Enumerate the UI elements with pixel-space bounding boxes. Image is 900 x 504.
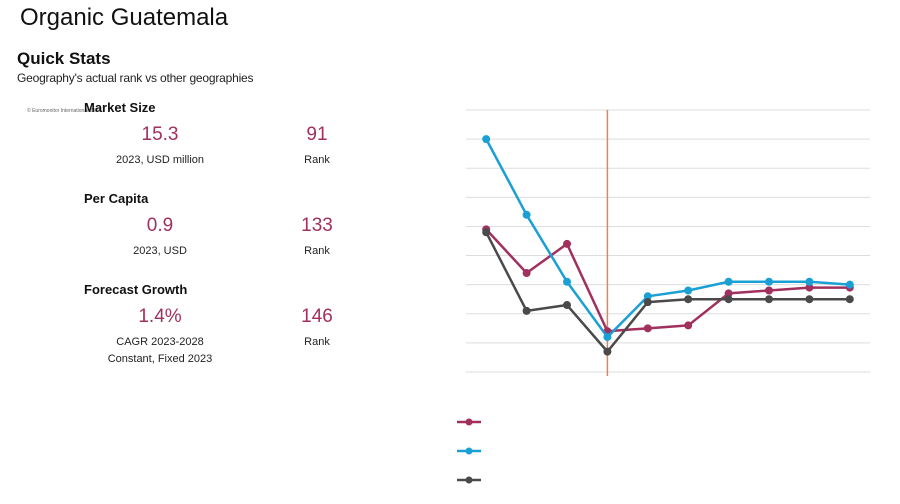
forecast-growth-title: Forecast Growth [84, 282, 188, 297]
copyright-notice: © Euromonitor International 2024 [27, 108, 101, 114]
legend-swatch-marker [465, 447, 473, 455]
legend-swatch-marker [465, 476, 473, 484]
series-3-point [522, 306, 531, 315]
series-2-point [643, 292, 652, 301]
quick-stats-heading: Quick Stats [17, 49, 111, 68]
market-size-caption: 2023, USD million [115, 154, 205, 166]
per-capita-value: 0.9 [146, 215, 174, 236]
series-2-point [805, 277, 814, 286]
series-1-point [643, 324, 652, 333]
series-3-point [765, 295, 773, 304]
series-3-point [724, 295, 733, 304]
series-3-line [485, 231, 850, 353]
forecast-growth-caption: CAGR 2023-2028 [116, 336, 204, 348]
per-capita-rank: 133 [301, 215, 333, 236]
series-3-point [482, 228, 491, 237]
market-size-value: 15.3 [141, 124, 179, 145]
market-size-title: Market Size [84, 100, 156, 115]
forecast-growth-caption-basis: Constant, Fixed 2023 [107, 353, 213, 365]
page-title: Organic Guatemala [20, 4, 229, 31]
series-1-point [765, 286, 773, 295]
series-3-point [805, 295, 814, 304]
forecast-growth-value: 1.4% [138, 306, 182, 327]
series-2-point [482, 135, 491, 144]
series-1-point [684, 321, 693, 330]
series-2-point [603, 333, 612, 342]
series-1-point [563, 239, 571, 248]
series-2-point [845, 280, 854, 289]
market-size-rank-label: Rank [304, 154, 330, 166]
series-1-point [522, 269, 531, 278]
legend-swatch-marker [465, 418, 473, 426]
series-3-point [845, 295, 854, 304]
series-2-point [684, 286, 693, 295]
series-3-point [643, 298, 652, 307]
market-size-rank: 91 [306, 124, 328, 145]
per-capita-rank-label: Rank [304, 245, 330, 257]
series-1-point [805, 283, 814, 292]
series-2-point [765, 277, 773, 286]
series-2-line [485, 138, 850, 339]
series-3-point [684, 295, 693, 304]
series-1-line [485, 228, 850, 333]
forecast-growth-rank: 146 [301, 306, 333, 327]
per-capita-title: Per Capita [84, 191, 149, 206]
per-capita-caption: 2023, USD [133, 245, 187, 257]
series-2-point [522, 210, 531, 219]
series-2-point [563, 277, 571, 286]
quick-stats-subheading: Geography's actual rank vs other geograp… [17, 71, 254, 85]
series-3-point [603, 347, 612, 356]
forecast-growth-rank-label: Rank [304, 336, 330, 348]
series-3-point [563, 301, 571, 310]
series-2-point [724, 277, 733, 286]
series-1-point [724, 289, 733, 298]
